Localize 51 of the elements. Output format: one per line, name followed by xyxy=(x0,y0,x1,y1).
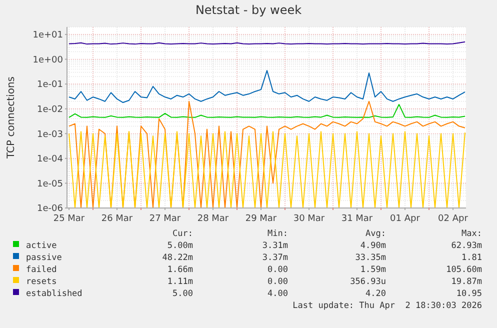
text: Cur: xyxy=(172,229,193,239)
x-tick-label: 27 Mar xyxy=(149,214,181,224)
text: 1.81 xyxy=(462,253,482,263)
y-tick-label: 1e-05 xyxy=(37,179,63,190)
x-tick-label: 25 Mar xyxy=(53,214,85,224)
line-series xyxy=(68,70,466,104)
text: 4.90m xyxy=(360,241,386,251)
y-tick-label: 1e-06 xyxy=(37,204,64,214)
x-tick-label: 29 Mar xyxy=(245,214,277,224)
text: 5.00 xyxy=(172,289,193,299)
text: Min: xyxy=(268,229,288,239)
text: 0.00 xyxy=(268,277,288,287)
text: 62.93m xyxy=(451,241,482,251)
text: Last update: Thu Apr 2 18:30:03 2026 xyxy=(292,301,482,311)
text: 1.66m xyxy=(167,265,193,275)
legend-label: failed xyxy=(26,265,57,275)
text: 5.00m xyxy=(167,241,193,251)
legend-label: established xyxy=(26,289,82,299)
y-tick-label: 1e-04 xyxy=(37,154,64,165)
text: 10.95 xyxy=(456,289,482,299)
text: 105.60m xyxy=(446,265,482,275)
text: Max: xyxy=(462,229,482,239)
chart-title: Netstat - by week xyxy=(195,3,302,17)
x-tick-label: 26 Mar xyxy=(101,214,133,224)
x-tick-label: 02 Apr xyxy=(438,214,468,224)
text: 4.20 xyxy=(366,289,386,299)
text: 0.00 xyxy=(268,265,288,275)
y-axis-title: TCP connections xyxy=(6,76,17,160)
legend-label: passive xyxy=(26,253,62,263)
text: 1.59m xyxy=(360,265,386,275)
y-tick-label: 1e+00 xyxy=(32,55,64,66)
y-tick-label: 1e-03 xyxy=(37,130,63,140)
text: 4.00 xyxy=(268,289,288,299)
legend-label: active xyxy=(26,241,57,251)
legend-label: resets xyxy=(26,277,57,287)
y-tick-label: 1e+01 xyxy=(32,30,63,41)
y-tick-label: 1e-01 xyxy=(37,80,63,90)
text: 1.11m xyxy=(167,277,193,287)
text: 33.35m xyxy=(355,253,386,263)
x-tick-label: 30 Mar xyxy=(293,214,325,224)
x-tick-label: 28 Mar xyxy=(197,214,229,224)
text: 356.93u xyxy=(350,277,386,287)
line-series xyxy=(68,104,466,118)
x-tick-label: 31 Mar xyxy=(341,214,373,224)
x-tick-label: 01 Apr xyxy=(390,214,420,224)
text: 19.87m xyxy=(451,277,482,287)
text: Avg: xyxy=(366,229,386,239)
y-tick-label: 1e-02 xyxy=(37,104,63,115)
text: 48.22m xyxy=(162,253,193,263)
text: 3.37m xyxy=(262,253,288,263)
text: 3.31m xyxy=(262,241,288,251)
